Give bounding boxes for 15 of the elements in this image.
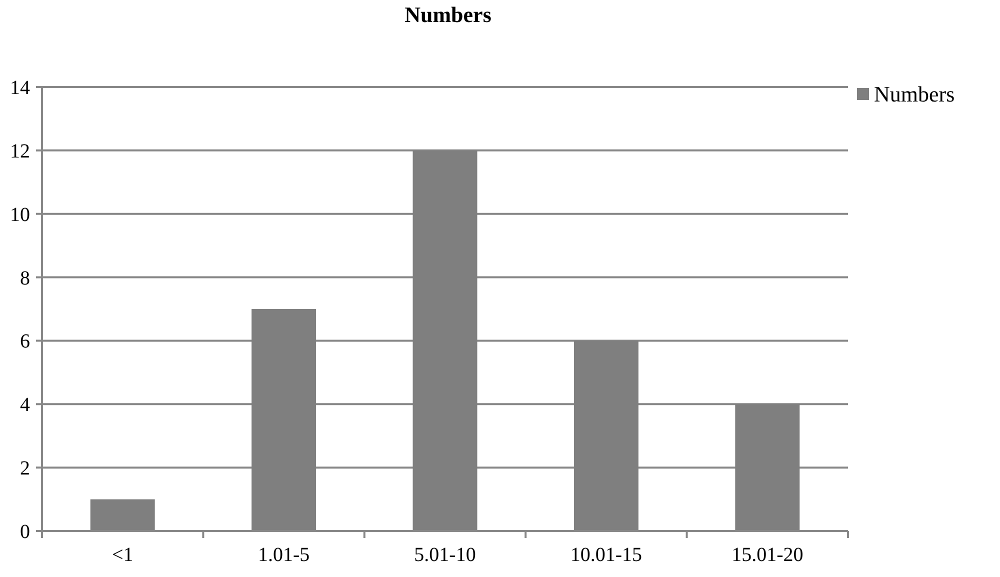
x-tick-label: 1.01-5 — [258, 544, 310, 566]
y-tick-label: 8 — [20, 267, 30, 290]
y-tick-label: 0 — [20, 521, 30, 543]
y-tick-label: 2 — [20, 458, 30, 480]
chart-title: Numbers — [404, 2, 492, 27]
y-tick-label: 6 — [20, 330, 30, 353]
y-tick-label: 14 — [10, 77, 30, 99]
y-tick-label: 10 — [10, 204, 30, 226]
legend-label: Numbers — [874, 82, 955, 107]
y-tick-label: 4 — [20, 394, 30, 416]
x-tick-label: 10.01-15 — [570, 544, 642, 566]
x-tick-label: 5.01-10 — [414, 544, 476, 566]
x-tick-label: <1 — [112, 544, 134, 566]
y-tick-label: 12 — [10, 140, 30, 162]
x-tick-label: 15.01-20 — [732, 544, 804, 566]
